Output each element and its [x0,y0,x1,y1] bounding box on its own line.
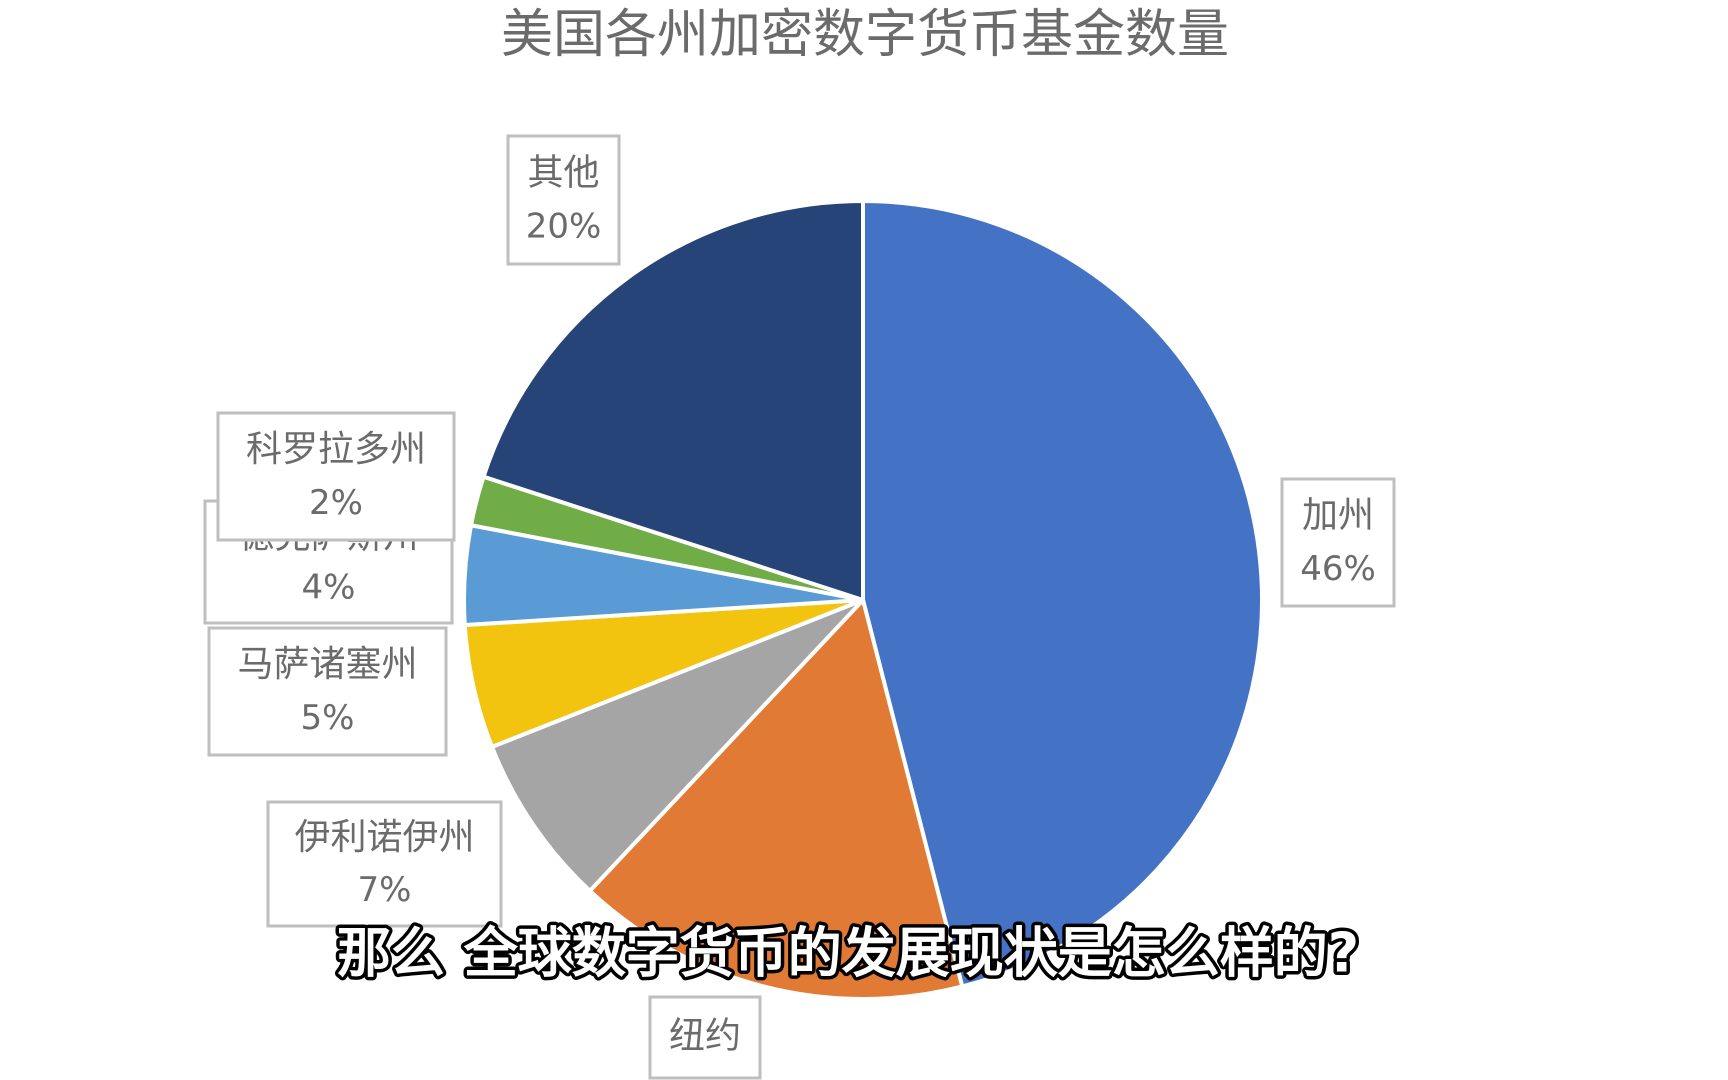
label-box [216,411,456,542]
pie-slice [587,595,965,1001]
pie-slice [861,198,1264,989]
value-label: 4% [302,567,356,607]
category-label: 其他 [527,152,599,193]
category-label: 加州 [1302,495,1374,536]
label-box [1280,477,1396,608]
category-label: 纽约 [669,1016,741,1057]
value-label: 5% [301,698,355,738]
category-label: 马萨诸塞州 [237,644,417,685]
value-label: 46% [1300,549,1376,589]
label-box [266,800,503,928]
pie [462,198,1264,1001]
label-box [207,626,448,757]
label-box [648,995,762,1080]
label-box [506,134,621,266]
pie-slice [481,198,865,603]
chart-title: 美国各州加密数字货币基金数量 [501,5,1229,65]
category-label: 伊利诺伊州 [294,817,474,858]
subtitle-caption: 那么 全球数字货币的发展现状是怎么样的? [337,922,1359,985]
category-label: 科罗拉多州 [246,429,426,470]
value-label: 2% [309,483,363,523]
pie-slice [489,598,865,894]
value-label: 7% [358,870,412,910]
value-label: 20% [526,207,602,247]
